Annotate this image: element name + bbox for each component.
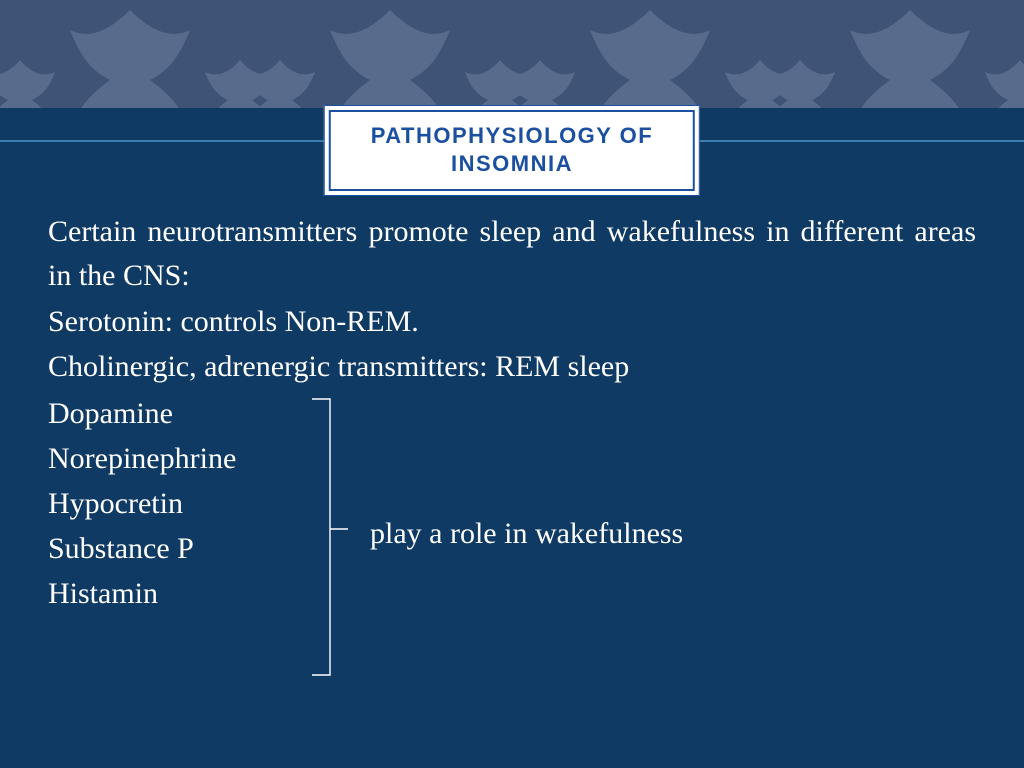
group-item: Norepinephrine bbox=[48, 436, 976, 481]
serotonin-line: Serotonin: controls Non-REM. bbox=[48, 299, 976, 344]
title-box: PATHOPHYSIOLOGY OF INSOMNIA bbox=[324, 105, 700, 196]
group-items: Dopamine Norepinephrine Hypocretin Subst… bbox=[48, 391, 976, 616]
cholinergic-line: Cholinergic, adrenergic transmitters: RE… bbox=[48, 344, 976, 389]
group-annotation: play a role in wakefulness bbox=[370, 517, 683, 551]
wakefulness-group: Dopamine Norepinephrine Hypocretin Subst… bbox=[48, 391, 976, 616]
title-line-2: INSOMNIA bbox=[371, 150, 653, 178]
damask-pattern bbox=[0, 0, 1024, 108]
title-inner: PATHOPHYSIOLOGY OF INSOMNIA bbox=[329, 110, 695, 191]
intro-text: Certain neurotransmitters promote sleep … bbox=[48, 210, 976, 297]
banner bbox=[0, 0, 1024, 108]
group-item: Dopamine bbox=[48, 391, 976, 436]
bracket-icon bbox=[310, 397, 350, 677]
title-line-1: PATHOPHYSIOLOGY OF bbox=[371, 122, 653, 150]
content: Certain neurotransmitters promote sleep … bbox=[48, 210, 976, 616]
group-item: Histamin bbox=[48, 571, 976, 616]
